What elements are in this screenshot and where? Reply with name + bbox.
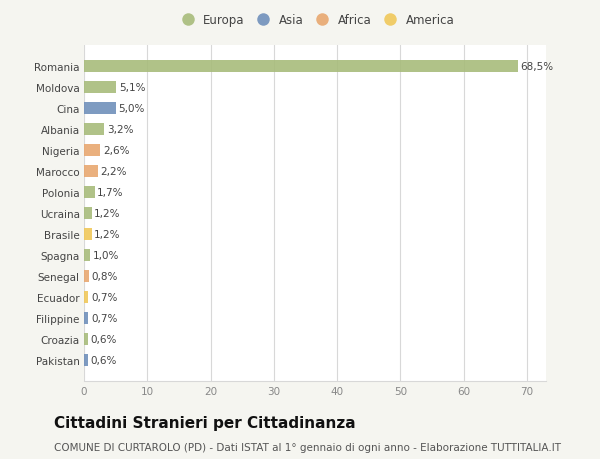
Text: 0,7%: 0,7%: [91, 292, 118, 302]
Bar: [84, 187, 95, 198]
Text: 1,0%: 1,0%: [93, 250, 119, 260]
Text: 0,6%: 0,6%: [91, 355, 117, 365]
Text: COMUNE DI CURTAROLO (PD) - Dati ISTAT al 1° gennaio di ogni anno - Elaborazione : COMUNE DI CURTAROLO (PD) - Dati ISTAT al…: [54, 442, 561, 452]
Bar: [84, 82, 116, 94]
Text: 0,7%: 0,7%: [91, 313, 118, 323]
Text: Cittadini Stranieri per Cittadinanza: Cittadini Stranieri per Cittadinanza: [54, 415, 356, 431]
Text: 1,2%: 1,2%: [94, 230, 121, 239]
Text: 1,7%: 1,7%: [97, 188, 124, 197]
Text: 5,1%: 5,1%: [119, 83, 145, 93]
Bar: [84, 333, 88, 345]
Bar: [84, 145, 100, 157]
Bar: [84, 166, 98, 177]
Bar: [84, 250, 91, 261]
Text: 2,2%: 2,2%: [100, 167, 127, 177]
Legend: Europa, Asia, Africa, America: Europa, Asia, Africa, America: [173, 11, 457, 29]
Bar: [84, 313, 88, 324]
Bar: [84, 270, 89, 282]
Text: 0,6%: 0,6%: [91, 334, 117, 344]
Bar: [84, 124, 104, 135]
Bar: [84, 354, 88, 366]
Bar: [84, 207, 92, 219]
Text: 68,5%: 68,5%: [520, 62, 553, 72]
Bar: [84, 229, 92, 240]
Text: 2,6%: 2,6%: [103, 146, 130, 156]
Bar: [84, 103, 116, 114]
Text: 5,0%: 5,0%: [118, 104, 145, 114]
Text: 0,8%: 0,8%: [92, 271, 118, 281]
Text: 3,2%: 3,2%: [107, 125, 133, 134]
Text: 1,2%: 1,2%: [94, 208, 121, 218]
Bar: [84, 61, 518, 73]
Bar: [84, 291, 88, 303]
